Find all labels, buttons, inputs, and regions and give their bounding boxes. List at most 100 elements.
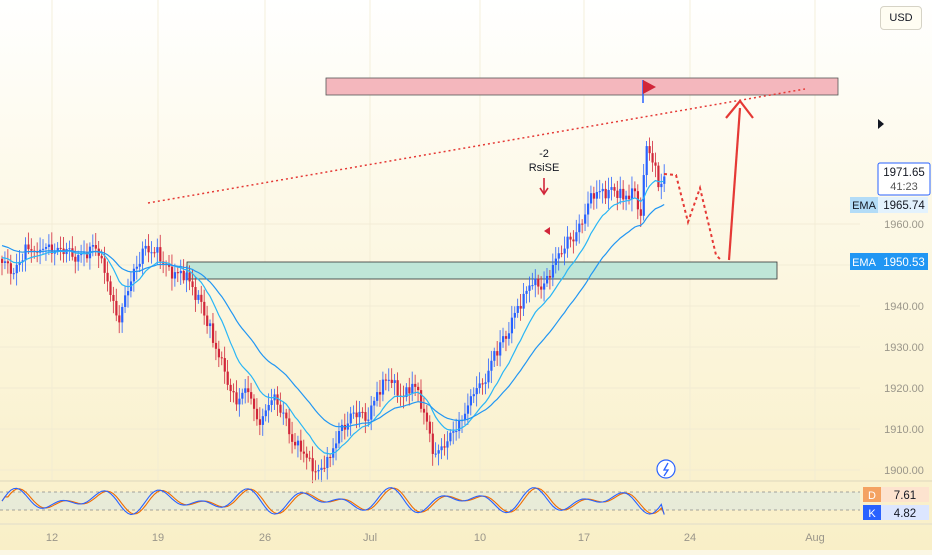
candle-body — [425, 412, 429, 422]
candle-body — [302, 451, 305, 454]
candle-body — [504, 336, 508, 339]
time-tick-label: 12 — [46, 532, 58, 544]
candle-body — [182, 270, 185, 281]
candle-body — [554, 258, 557, 265]
candle-body — [458, 420, 461, 432]
candle-body — [349, 413, 352, 424]
candle-body — [516, 306, 519, 313]
candle-body — [622, 188, 625, 200]
candle-body — [619, 188, 622, 198]
candle-body — [206, 315, 209, 327]
candle-body — [355, 412, 358, 418]
candle-body — [352, 412, 355, 414]
candle-body — [188, 272, 191, 282]
ema-slow-value: 1950.53 — [883, 257, 925, 269]
resistance-zone[interactable] — [325, 77, 839, 96]
candle-body — [496, 351, 499, 356]
candle-body — [358, 411, 361, 418]
candle-body — [361, 411, 364, 413]
candle-body — [531, 285, 534, 287]
support-zone[interactable] — [186, 261, 778, 280]
candle-body — [499, 342, 502, 356]
candle-body — [103, 258, 106, 273]
projected-rally-arrow[interactable] — [727, 107, 742, 261]
candle-body — [384, 379, 388, 381]
candle-body — [176, 272, 179, 274]
ema-fast-value: 1965.74 — [883, 200, 925, 212]
candle-body — [376, 392, 379, 401]
stoch-k-label-bg — [863, 505, 881, 520]
candle-body — [44, 247, 48, 249]
candle-body — [545, 275, 549, 284]
candle-body — [85, 252, 89, 259]
candle-body — [223, 358, 226, 372]
candle-body — [59, 247, 62, 249]
candle-body — [475, 388, 478, 395]
candle-body — [654, 162, 657, 166]
candle-body — [203, 301, 206, 316]
candle-body — [490, 360, 493, 371]
ema-slow-line — [1, 203, 665, 428]
scroll-right-icon[interactable] — [878, 119, 884, 129]
candle-body — [267, 404, 270, 411]
lightning-icon[interactable] — [656, 459, 676, 479]
candle-body — [601, 188, 604, 192]
time-tick-label: 17 — [578, 532, 590, 544]
candle-body — [440, 446, 443, 451]
projected-pullback-path[interactable] — [663, 173, 723, 262]
candle-body — [481, 383, 484, 385]
ema-slow-label: EMA — [852, 257, 877, 269]
candle-body — [528, 285, 531, 291]
candle-body — [323, 467, 326, 469]
candle-body — [299, 440, 303, 452]
candle-body — [466, 405, 470, 414]
candle-body — [311, 458, 314, 472]
candle-body — [24, 244, 27, 261]
candle-body — [294, 441, 297, 446]
candle-body — [636, 191, 640, 210]
candle-body — [572, 239, 575, 242]
candle-body — [197, 294, 200, 300]
candle-body — [305, 453, 308, 458]
rising-trendline[interactable] — [147, 88, 806, 204]
time-axis[interactable]: 12 19 26 Jul 10 17 24 Aug — [46, 532, 825, 544]
candle-body — [317, 470, 320, 472]
price-tick-label: 1930.00 — [884, 342, 924, 354]
candle-body — [109, 281, 112, 295]
candle-body — [320, 467, 323, 470]
flag-icon[interactable] — [643, 80, 656, 94]
candle-body — [47, 244, 51, 248]
candle-body — [173, 272, 177, 279]
candle-body — [68, 248, 71, 250]
candle-body — [118, 315, 121, 323]
candle-body — [378, 392, 382, 395]
candle-countdown: 41:23 — [890, 181, 918, 193]
candle-body — [642, 175, 645, 216]
candle-body — [255, 408, 259, 420]
time-tick-label: 24 — [684, 532, 696, 544]
currency-selector[interactable]: USD — [880, 6, 922, 30]
candle-body — [200, 294, 203, 302]
candle-body — [147, 245, 150, 253]
candle-body — [645, 146, 648, 176]
price-tick-label: 1910.00 — [884, 424, 924, 436]
candle-body — [159, 247, 162, 262]
candle-body — [463, 413, 467, 421]
candle-body — [150, 252, 153, 254]
candle-body — [264, 410, 267, 417]
candle-body — [663, 176, 666, 184]
candle-body — [364, 412, 367, 421]
candle-body — [211, 323, 215, 343]
candle-body — [132, 268, 136, 282]
candle-body — [18, 261, 21, 265]
candle-body — [446, 441, 449, 448]
stoch-d-label: D — [868, 490, 876, 502]
candle-body — [56, 247, 59, 252]
candle-body — [15, 264, 18, 274]
candle-body — [628, 195, 631, 200]
candle-body — [6, 261, 10, 264]
candle-body — [563, 248, 566, 254]
candle-body — [100, 255, 103, 259]
